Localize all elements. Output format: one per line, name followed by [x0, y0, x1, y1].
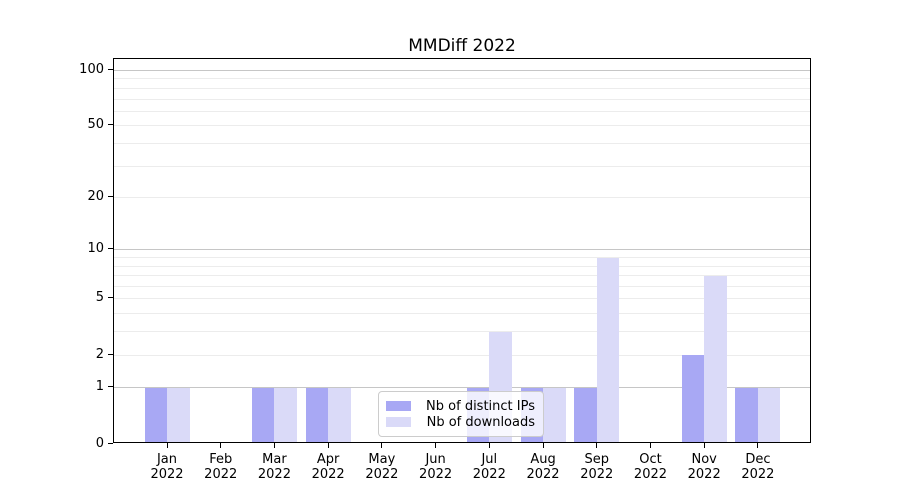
- x-axis-label-may: May 2022: [365, 452, 399, 482]
- y-axis-tick-50: [108, 124, 113, 126]
- plot-area: [113, 58, 811, 443]
- y-axis-tick-0: [108, 442, 113, 444]
- bar-nb-of-downloads-sep: [596, 257, 620, 442]
- y-axis-label-10: 10: [87, 241, 104, 257]
- gridline-minor-7: [114, 275, 810, 277]
- legend-item-distinct-ips: Nb of distinct IPs: [386, 398, 535, 414]
- gridline-major-1: [114, 387, 810, 389]
- bar-nb-of-downloads-nov: [704, 275, 727, 442]
- bar-nb-of-downloads-apr: [328, 387, 351, 442]
- bar-nb-of-downloads-aug: [543, 387, 566, 442]
- gridline-minor-6: [114, 286, 810, 288]
- x-axis-label-jul: Jul 2022: [472, 452, 506, 482]
- x-axis-label-mar: Mar 2022: [257, 452, 291, 482]
- bar-nb-of-distinct-ips-mar: [251, 387, 275, 442]
- chart-title: MMDiff 2022: [408, 36, 516, 56]
- x-axis-label-jan: Jan 2022: [150, 452, 184, 482]
- x-axis-tick-mar: [273, 443, 275, 448]
- bar-nb-of-downloads-mar: [274, 387, 297, 442]
- bar-nb-of-distinct-ips-apr: [305, 387, 329, 442]
- y-axis-tick-5: [108, 297, 113, 299]
- x-axis-label-dec: Dec 2022: [741, 452, 775, 482]
- x-axis-label-nov: Nov 2022: [687, 452, 721, 482]
- y-axis-tick-2: [108, 353, 113, 355]
- gridline-minor-5: [114, 298, 810, 300]
- legend-swatch-downloads: [386, 417, 411, 427]
- legend-label-downloads: Nb of downloads: [426, 414, 535, 430]
- gridline-minor-30: [114, 165, 810, 167]
- gridline-minor-20: [114, 197, 810, 199]
- y-axis-label-50: 50: [87, 117, 104, 133]
- y-axis-tick-10: [108, 248, 113, 250]
- x-axis-tick-oct: [649, 443, 651, 448]
- y-axis-label-100: 100: [79, 62, 104, 77]
- gridline-minor-8: [114, 265, 810, 267]
- x-axis-tick-feb: [220, 443, 222, 448]
- x-axis-label-oct: Oct 2022: [633, 452, 668, 482]
- gridline-minor-50: [114, 125, 810, 127]
- gridline-minor-60: [114, 110, 810, 112]
- bar-nb-of-distinct-ips-jan: [144, 387, 167, 442]
- gridline-minor-9: [114, 257, 810, 259]
- gridline-minor-90: [114, 78, 810, 80]
- gridline-major-10: [114, 249, 810, 251]
- x-axis-tick-dec: [757, 443, 759, 448]
- bar-nb-of-downloads-dec: [757, 387, 781, 442]
- y-axis-label-2: 2: [95, 346, 104, 362]
- x-axis-tick-may: [381, 443, 383, 448]
- bar-nb-of-downloads-jan: [167, 387, 190, 442]
- legend: Nb of distinct IPs Nb of downloads: [378, 391, 544, 437]
- y-axis-tick-100: [108, 69, 113, 70]
- legend-swatch-distinct-ips: [386, 401, 411, 411]
- x-axis-tick-jul: [488, 443, 490, 448]
- x-axis-tick-jan: [166, 443, 168, 448]
- y-axis-tick-20: [108, 196, 113, 198]
- gridline-minor-40: [114, 142, 810, 144]
- y-axis-label-0: 0: [95, 435, 104, 451]
- x-axis-tick-sep: [596, 443, 598, 448]
- legend-label-distinct-ips: Nb of distinct IPs: [426, 398, 535, 414]
- x-axis-tick-aug: [542, 443, 544, 448]
- gridline-minor-2: [114, 354, 810, 356]
- legend-item-downloads: Nb of downloads: [386, 414, 535, 430]
- x-axis-tick-apr: [327, 443, 329, 448]
- x-axis-tick-jun: [435, 443, 437, 448]
- x-axis-label-aug: Aug 2022: [526, 452, 560, 482]
- gridline-minor-80: [114, 87, 810, 89]
- gridline-minor-4: [114, 313, 810, 315]
- bar-nb-of-distinct-ips-nov: [681, 355, 705, 442]
- gridline-minor-70: [114, 98, 810, 100]
- y-axis-label-1: 1: [95, 379, 104, 395]
- x-axis-label-sep: Sep 2022: [580, 452, 614, 482]
- gridline-minor-3: [114, 331, 810, 333]
- x-axis-tick-nov: [703, 443, 705, 448]
- y-axis-label-5: 5: [95, 290, 104, 306]
- x-axis-label-apr: Apr 2022: [311, 452, 345, 482]
- y-axis-tick-1: [108, 386, 113, 388]
- gridline-major-100: [114, 70, 810, 71]
- bar-nb-of-distinct-ips-dec: [735, 387, 758, 442]
- y-axis-label-20: 20: [87, 189, 104, 205]
- bar-nb-of-distinct-ips-sep: [574, 387, 597, 442]
- x-axis-label-jun: Jun 2022: [419, 452, 453, 482]
- x-axis-label-feb: Feb 2022: [204, 452, 238, 482]
